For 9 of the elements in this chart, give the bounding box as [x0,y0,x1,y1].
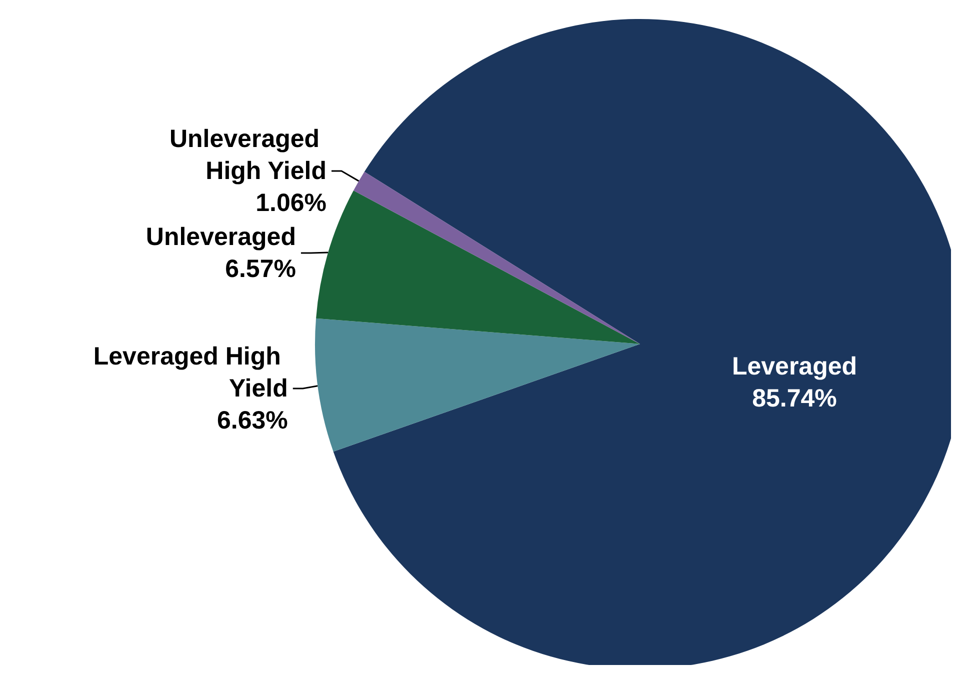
slice-label: Unleveraged [146,223,296,252]
data-label: 85.74% [752,384,837,412]
slice-label: Leveraged High Yield [93,342,288,402]
category-label: High Yield [206,157,326,186]
data-label: 6.57% [225,255,296,284]
slice-label: Unleveraged [169,125,326,154]
data-label: 1.06% [256,189,326,218]
slice-label: Leveraged [732,352,858,380]
data-label: 6.63% [216,406,288,434]
